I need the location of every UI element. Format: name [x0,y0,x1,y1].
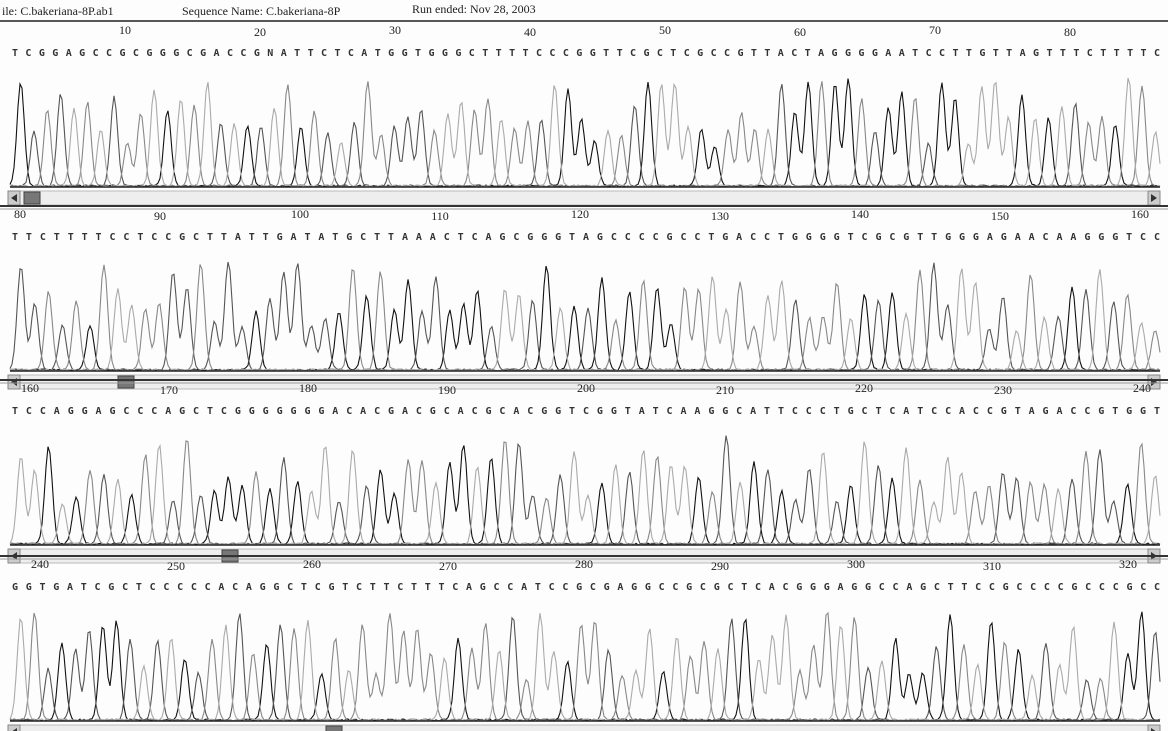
trace [9,268,1161,372]
position-number: 300 [847,557,865,571]
position-number: 130 [711,209,729,223]
trace [10,81,1161,188]
run-ended: Run ended: Nov 28, 2003 [412,2,536,16]
trace [9,613,1161,722]
arrow [1151,728,1156,731]
scroll-thumb[interactable] [325,725,343,731]
position-number: 30 [389,23,401,37]
position-number: 120 [571,207,589,221]
position-number: 150 [991,209,1009,223]
position-number: 240 [1133,381,1151,395]
position-number: 180 [299,381,317,395]
position-number: 240 [31,557,49,571]
position-number: 80 [14,207,26,221]
base-sequence: TTCTTTTCCTCCGCTTATTGATATGCTTAAACTCAGCGGG… [12,232,1160,243]
trace [9,440,1161,546]
position-number: 190 [438,383,456,397]
position-number: 210 [716,383,734,397]
position-number: 170 [160,383,178,397]
position-number: 270 [439,559,457,573]
position-number: 310 [983,559,1001,573]
position-number: 160 [1131,207,1149,221]
position-number: 80 [1064,25,1076,39]
position-number: 220 [855,381,873,395]
sequence-name: Sequence Name: C.bakeriana-8P [182,4,341,18]
position-number: 110 [431,209,449,223]
position-number: 100 [291,207,309,221]
position-number: 290 [711,559,729,573]
scrollbar [7,190,1161,206]
position-number: 20 [254,25,266,39]
position-number: 260 [303,557,321,571]
position-number: 140 [851,207,869,221]
scroll-right[interactable] [1147,724,1161,731]
trace [10,613,1161,722]
position-number: 50 [659,23,671,37]
scroll-left[interactable] [7,724,21,731]
position-number: 40 [524,25,536,39]
position-number: 10 [119,23,131,37]
position-number: 90 [154,209,166,223]
position-number: 200 [577,381,595,395]
base-sequence: TCCAGGAGCCCAGCTCGGGGGGGACACGACGCACGCACGG… [12,406,1160,417]
position-number: 70 [929,23,941,37]
scroll-thumb[interactable] [117,375,135,389]
file-name: ile: C.bakeriana-8P.ab1 [2,4,114,18]
position-number: 280 [575,557,593,571]
position-number: 230 [994,383,1012,397]
arrow [1151,194,1157,202]
arrow [11,194,17,202]
arrow [12,728,17,731]
scroll-thumb[interactable] [23,191,41,205]
position-number: 160 [21,381,39,395]
position-number: 60 [794,25,806,39]
position-number: 320 [1119,557,1137,571]
scrollbar [7,724,1161,731]
position-number: 250 [167,559,185,573]
